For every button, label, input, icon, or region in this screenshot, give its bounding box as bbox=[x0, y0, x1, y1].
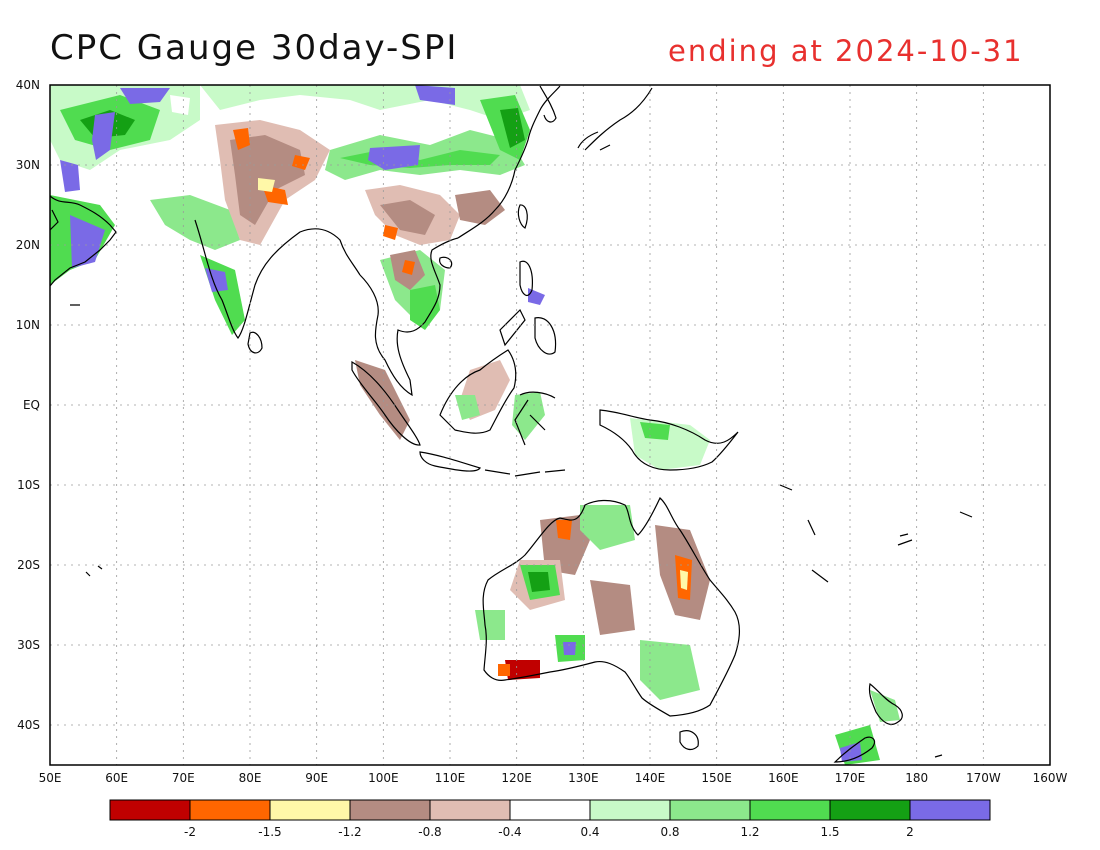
wet-nw bbox=[92, 112, 115, 160]
lon-label: 100E bbox=[368, 771, 399, 785]
lon-label: 60E bbox=[105, 771, 128, 785]
green-patch-yangtze-2 bbox=[500, 108, 525, 148]
wet-philippines bbox=[528, 288, 545, 305]
dry-eastchina bbox=[455, 190, 505, 225]
legend-label: -1.2 bbox=[338, 825, 361, 839]
legend-label: 2 bbox=[906, 825, 914, 839]
hot-aus-sw-2 bbox=[498, 664, 510, 676]
legend-swatch bbox=[669, 799, 751, 821]
color-legend: -2 -1.5 -1.2 -0.8 -0.4 0.4 0.8 1.2 1.5 2 bbox=[109, 799, 991, 839]
legend-swatch bbox=[589, 799, 671, 821]
lat-label: 10N bbox=[16, 318, 40, 332]
green-band-china bbox=[325, 130, 525, 180]
hot-aus-sw bbox=[505, 660, 540, 680]
dry-china-south-2 bbox=[380, 200, 435, 235]
green-sulawesi bbox=[512, 392, 545, 440]
hot-aus-north bbox=[556, 520, 572, 540]
lon-label: 70E bbox=[172, 771, 195, 785]
lat-label: 20N bbox=[16, 238, 40, 252]
lon-label: 120E bbox=[501, 771, 532, 785]
legend-swatch bbox=[509, 799, 591, 821]
lon-label: 130E bbox=[568, 771, 599, 785]
map-frame bbox=[49, 84, 1051, 766]
lat-label: 30S bbox=[17, 638, 40, 652]
longitude-labels: 50E 60E 70E 80E 90E 100E 110E 120E 130E 140E 150E 1… bbox=[39, 771, 1068, 785]
lon-label: 110E bbox=[435, 771, 466, 785]
map-subtitle: ending at 2024-10-31 bbox=[668, 34, 1024, 68]
dry-aus-central bbox=[590, 580, 635, 635]
yellow-aus-east bbox=[680, 570, 688, 590]
lon-label: 160E bbox=[768, 771, 799, 785]
wet-china bbox=[368, 145, 420, 170]
lon-label: 80E bbox=[239, 771, 262, 785]
lat-label: 20S bbox=[17, 558, 40, 572]
green-aus-sw bbox=[475, 610, 505, 640]
hot-tibet-1 bbox=[233, 128, 250, 150]
lon-label: 170W bbox=[966, 771, 1001, 785]
wet-aus-south bbox=[563, 642, 576, 655]
legend-swatch bbox=[909, 799, 991, 821]
green-seasia bbox=[410, 285, 440, 330]
legend-swatch bbox=[429, 799, 511, 821]
lon-label: 150E bbox=[701, 771, 732, 785]
legend-label: 1.5 bbox=[820, 825, 839, 839]
map-title: CPC Gauge 30day-SPI bbox=[50, 28, 459, 68]
legend-label: -0.8 bbox=[418, 825, 441, 839]
green-aus-north bbox=[580, 505, 635, 550]
legend-swatch bbox=[269, 799, 351, 821]
yellow-tibet-1 bbox=[258, 178, 275, 192]
lat-label: 40S bbox=[17, 718, 40, 732]
wet-nw-2 bbox=[120, 88, 170, 104]
lon-label: 160W bbox=[1033, 771, 1068, 785]
wet-arabia bbox=[70, 215, 105, 268]
legend-label: -0.4 bbox=[498, 825, 521, 839]
lat-label: 40N bbox=[16, 78, 40, 92]
legend-label: -2 bbox=[184, 825, 196, 839]
hot-tibet-3 bbox=[292, 155, 310, 170]
legend-swatch bbox=[189, 799, 271, 821]
legend-label: 0.4 bbox=[580, 825, 599, 839]
green-png-2 bbox=[640, 422, 670, 440]
latitude-labels: 40N 30N 20N 10N EQ 10S 20S 30S 40S bbox=[16, 78, 40, 732]
lat-label: EQ bbox=[23, 398, 40, 412]
lon-label: 50E bbox=[39, 771, 62, 785]
legend-swatch bbox=[829, 799, 911, 821]
green-borneo bbox=[455, 395, 480, 420]
legend-swatch bbox=[109, 799, 191, 821]
wet-nw-3 bbox=[60, 160, 80, 192]
lon-label: 140E bbox=[635, 771, 666, 785]
lon-label: 170E bbox=[835, 771, 866, 785]
green-aus-se bbox=[640, 640, 700, 700]
legend-swatch bbox=[349, 799, 431, 821]
green-aus-west-2 bbox=[528, 572, 550, 592]
green-india-north bbox=[150, 195, 240, 250]
lat-label: 30N bbox=[16, 158, 40, 172]
dry-sumatra bbox=[355, 360, 410, 440]
white-nw bbox=[170, 95, 190, 115]
hot-china-s-2 bbox=[402, 260, 415, 275]
legend-label: 0.8 bbox=[660, 825, 679, 839]
legend-label: 1.2 bbox=[740, 825, 759, 839]
legend-label: -1.5 bbox=[258, 825, 281, 839]
hot-china-s bbox=[383, 225, 398, 240]
lon-label: 90E bbox=[305, 771, 328, 785]
lat-label: 10S bbox=[17, 478, 40, 492]
wet-korea bbox=[415, 85, 455, 105]
coastlines bbox=[50, 85, 973, 763]
precip-field bbox=[50, 85, 900, 765]
lon-label: 180 bbox=[905, 771, 928, 785]
legend-swatch bbox=[749, 799, 831, 821]
